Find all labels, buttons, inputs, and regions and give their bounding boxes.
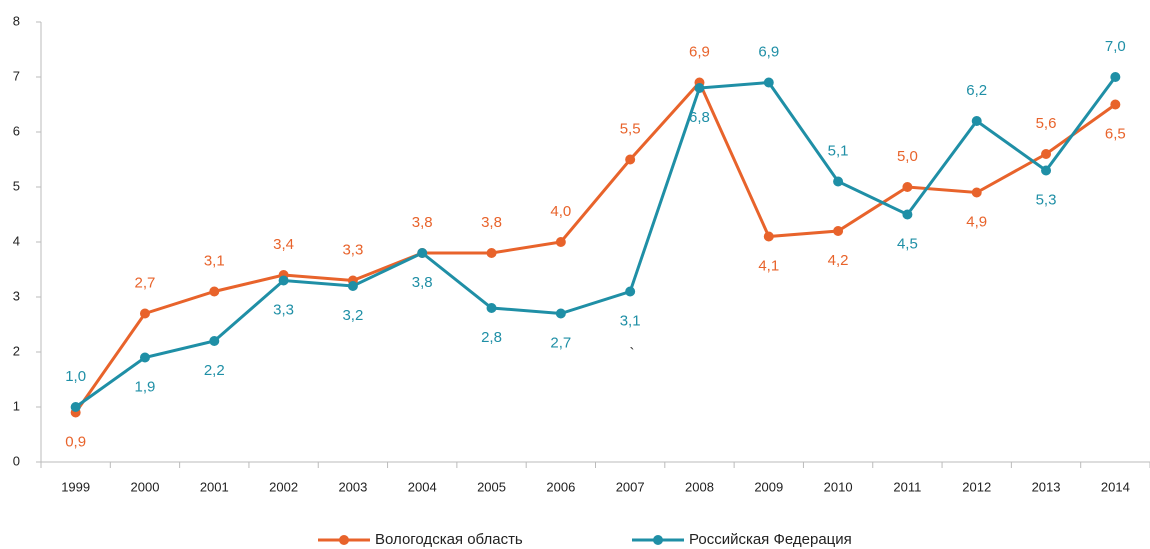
legend-label: Российская Федерация — [689, 531, 852, 548]
point — [833, 176, 844, 187]
value-label: 4,1 — [758, 257, 779, 274]
y-tick-label: 2 — [13, 343, 20, 358]
value-label: 3,1 — [620, 312, 641, 329]
value-label: 2,8 — [481, 329, 502, 346]
value-label: 2,7 — [135, 274, 156, 291]
series-line — [74, 79, 1117, 414]
y-tick-label: 1 — [13, 398, 20, 413]
value-label: 1,9 — [135, 378, 156, 395]
value-label: 3,4 — [273, 236, 294, 253]
value-label: 4,9 — [966, 213, 987, 230]
point — [902, 182, 913, 192]
value-label: 3,3 — [342, 241, 363, 258]
value-label: 6,5 — [1105, 125, 1126, 142]
value-label: 4,5 — [897, 235, 918, 252]
point — [347, 281, 358, 291]
value-label: 0,9 — [65, 433, 86, 450]
value-label: 3,8 — [412, 214, 433, 231]
point — [486, 248, 497, 258]
point — [209, 336, 220, 346]
value-label: 4,0 — [550, 203, 571, 220]
x-tick-label: 2012 — [962, 479, 991, 494]
x-tick-label: 2002 — [269, 479, 298, 494]
value-label: 6,9 — [689, 43, 710, 60]
value-label: 3,1 — [204, 252, 225, 269]
x-tick-label: 2009 — [754, 479, 783, 494]
value-label: 5,6 — [1036, 115, 1057, 132]
point — [139, 308, 150, 319]
point — [417, 248, 428, 258]
value-label: 6,9 — [758, 43, 779, 60]
y-tick-label: 4 — [13, 233, 20, 248]
x-tick-label: 2010 — [824, 479, 853, 494]
point — [694, 83, 705, 93]
series-line — [74, 76, 1117, 409]
point — [625, 154, 636, 165]
value-label: 3,3 — [273, 301, 294, 318]
x-tick-label: 2004 — [408, 479, 437, 494]
x-tick-label: 2014 — [1101, 479, 1130, 494]
point — [1110, 99, 1121, 110]
legend-marker — [339, 535, 349, 545]
point — [763, 231, 774, 242]
point — [833, 226, 844, 236]
value-label: 2,2 — [204, 362, 225, 379]
y-tick-label: 3 — [13, 288, 20, 303]
y-tick-label: 6 — [13, 123, 20, 138]
y-tick-label: 7 — [13, 68, 20, 83]
value-label: 4,2 — [828, 252, 849, 269]
point — [486, 303, 497, 313]
value-label: 7,0 — [1105, 38, 1126, 55]
point — [1041, 165, 1052, 176]
value-label: 5,0 — [897, 148, 918, 165]
value-label: 2,7 — [550, 334, 571, 351]
x-tick-label: 2008 — [685, 479, 714, 494]
point — [1041, 149, 1052, 159]
value-label: 5,3 — [1036, 191, 1057, 208]
value-label: 3,8 — [412, 274, 433, 291]
x-tick-label: 2001 — [200, 479, 229, 494]
y-tick-label: 0 — [13, 453, 20, 468]
value-label: 3,8 — [481, 214, 502, 231]
value-label: 5,1 — [828, 142, 849, 159]
point — [625, 286, 636, 297]
point — [971, 187, 982, 198]
point — [555, 308, 566, 319]
point — [209, 286, 220, 297]
legend-marker — [653, 535, 663, 545]
point — [555, 237, 566, 247]
y-tick-label: 8 — [13, 13, 20, 28]
point — [139, 352, 150, 363]
point — [1110, 72, 1121, 82]
point — [902, 209, 913, 220]
value-label: 5,5 — [620, 120, 641, 137]
point — [971, 116, 982, 126]
x-tick-label: 2011 — [893, 479, 921, 494]
legend-label: Вологодская область — [375, 531, 523, 548]
value-label: 3,2 — [342, 307, 363, 324]
x-tick-label: 2013 — [1032, 479, 1061, 494]
annotation: ` — [630, 345, 635, 362]
x-tick-label: 2000 — [131, 479, 160, 494]
value-label: 6,8 — [689, 109, 710, 126]
y-tick-label: 5 — [13, 178, 20, 193]
value-label: 6,2 — [966, 82, 987, 99]
value-label: 1,0 — [65, 368, 86, 385]
x-tick-label: 2007 — [616, 479, 645, 494]
x-tick-label: 1999 — [61, 479, 90, 494]
x-tick-label: 2003 — [338, 479, 367, 494]
x-tick-label: 2006 — [546, 479, 575, 494]
point — [70, 402, 81, 412]
point — [763, 77, 774, 88]
x-tick-label: 2005 — [477, 479, 506, 494]
point — [278, 275, 289, 286]
